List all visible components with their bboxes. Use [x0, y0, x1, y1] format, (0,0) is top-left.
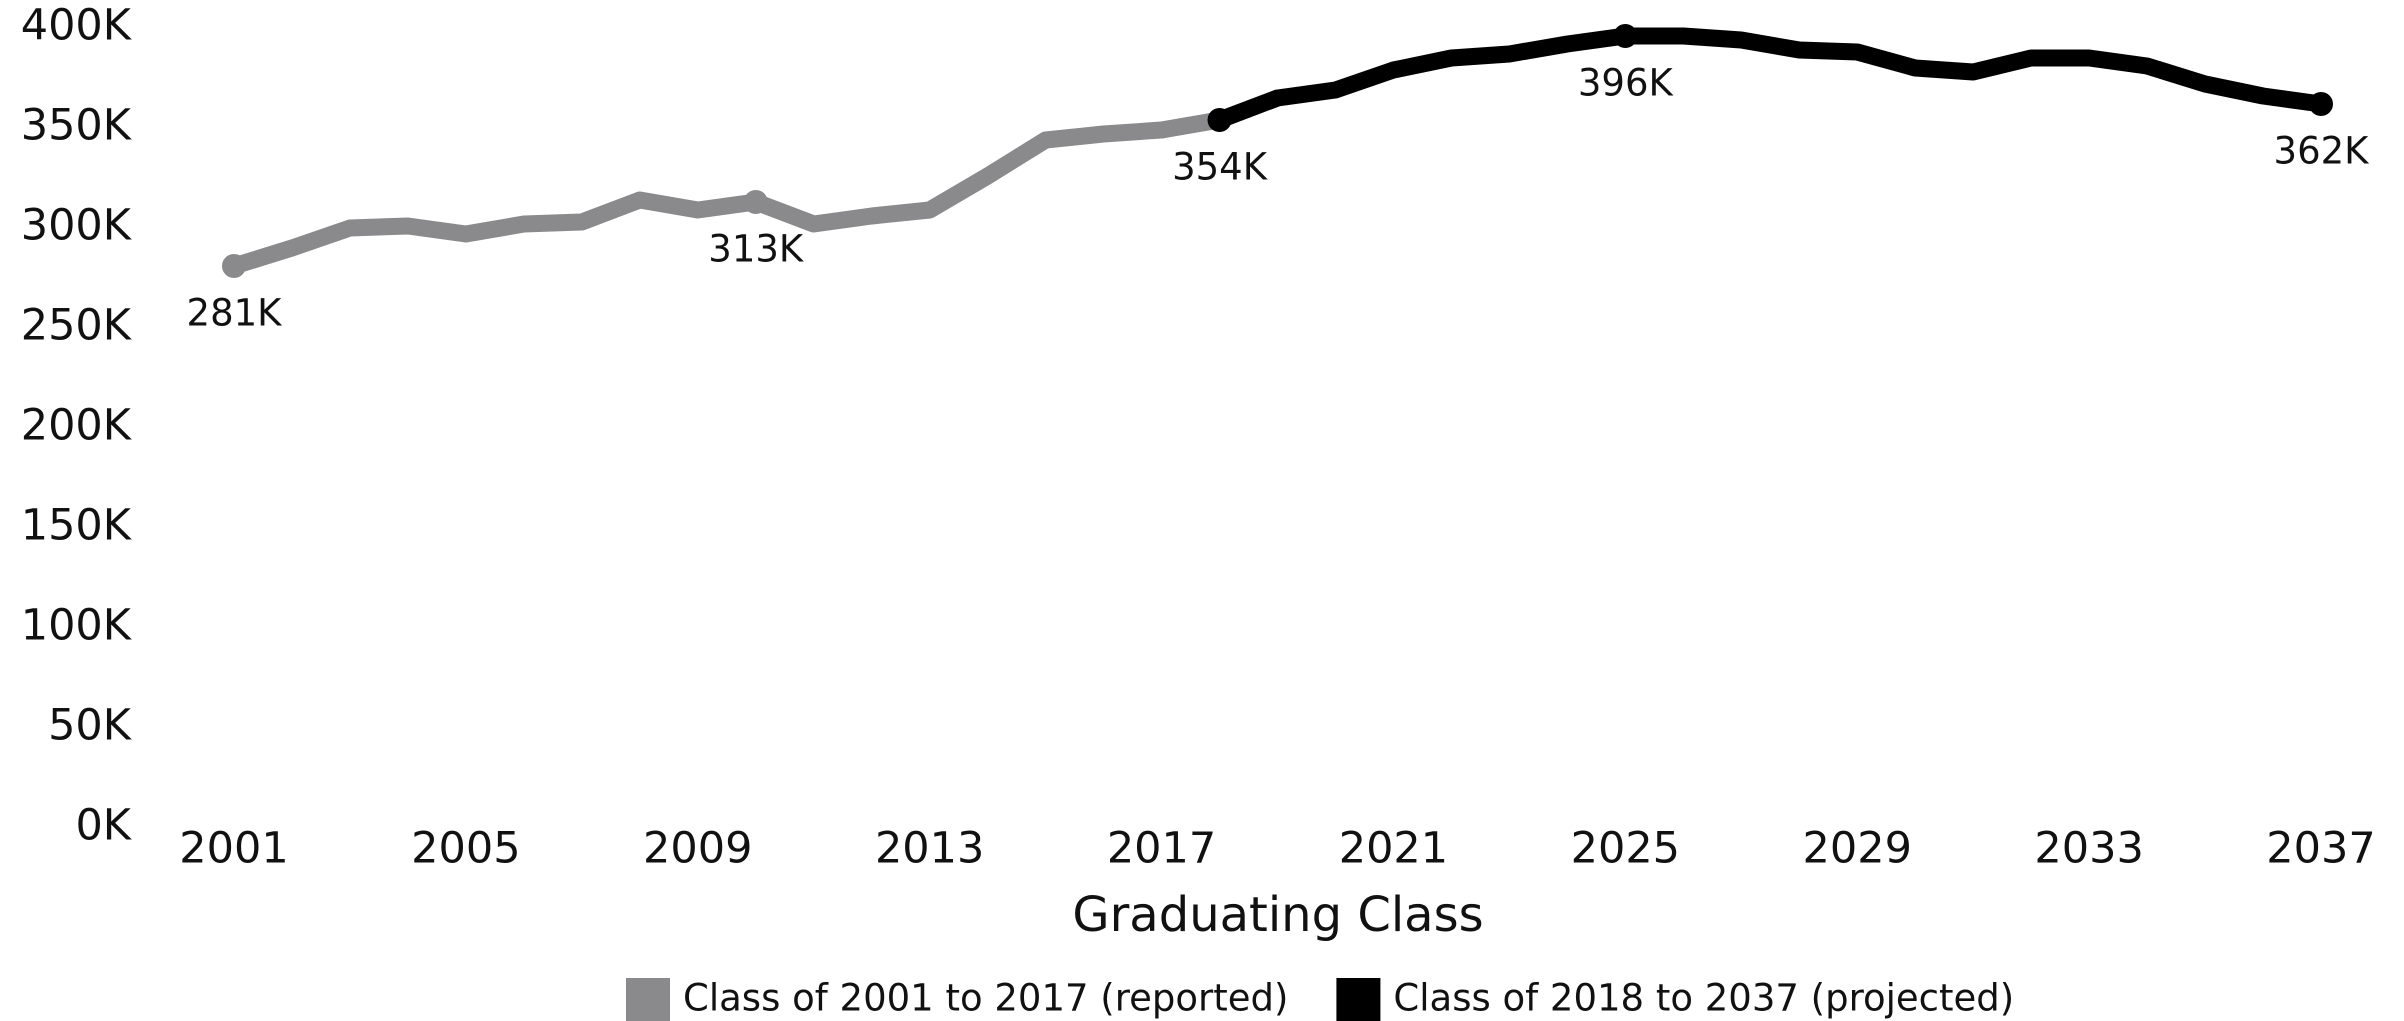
y-tick-label: 50K: [48, 701, 133, 751]
data-label: 396K: [1578, 62, 1675, 105]
legend-swatch: [1336, 978, 1381, 1021]
point-marker: [2309, 92, 2333, 116]
data-label: 354K: [1172, 146, 1269, 189]
y-tick-label: 400K: [21, 1, 133, 51]
point-marker: [1207, 108, 1232, 132]
x-tick-label: 2013: [875, 824, 984, 874]
x-tick-label: 2025: [1571, 824, 1680, 874]
x-tick-label: 2001: [179, 824, 288, 874]
x-tick-label: 2021: [1339, 824, 1448, 874]
data-label: 362K: [2274, 130, 2371, 173]
x-tick-label: 2037: [2266, 824, 2375, 874]
point-marker: [743, 190, 768, 214]
legend-swatch: [626, 978, 670, 1021]
y-tick-label: 250K: [21, 301, 133, 351]
y-tick-label: 200K: [21, 401, 133, 451]
x-tick-label: 2017: [1107, 824, 1216, 874]
data-label: 313K: [708, 228, 805, 271]
y-tick-label: 300K: [21, 201, 133, 251]
y-tick-label: 0K: [75, 801, 132, 851]
line-series: [1211, 27, 2330, 129]
data-label: 281K: [187, 292, 284, 335]
y-tick-label: 150K: [21, 501, 133, 551]
y-tick-label: 350K: [21, 101, 133, 151]
x-tick-label: 2005: [411, 824, 520, 874]
point-marker: [222, 254, 246, 278]
legend-label: Class of 2001 to 2017 (reported): [683, 977, 1288, 1020]
line-series: [225, 121, 1171, 275]
point-marker: [1613, 24, 1638, 48]
legend-label: Class of 2018 to 2037 (projected): [1393, 977, 2014, 1020]
x-tick-label: 2009: [643, 824, 752, 874]
y-tick-label: 100K: [21, 601, 133, 651]
x-tick-label: 2029: [1803, 824, 1912, 874]
x-axis-title: Graduating Class: [1072, 887, 1483, 943]
x-tick-label: 2033: [2034, 824, 2143, 874]
